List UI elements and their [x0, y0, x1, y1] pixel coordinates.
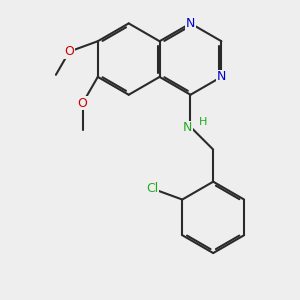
Text: N: N — [186, 17, 195, 30]
Text: N: N — [217, 70, 226, 83]
Text: O: O — [64, 45, 74, 58]
Text: N: N — [183, 122, 193, 134]
Text: H: H — [199, 117, 207, 127]
Text: O: O — [78, 97, 88, 110]
Text: Cl: Cl — [146, 182, 158, 195]
